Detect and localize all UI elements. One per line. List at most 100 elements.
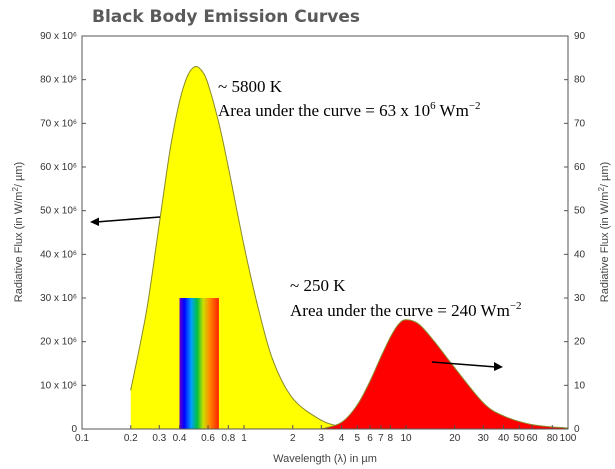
x-tick-label: 0.2: [124, 433, 138, 444]
x-tick-label: 20: [449, 433, 461, 444]
series-1-point: [482, 402, 484, 404]
x-tick-label: 4: [339, 433, 345, 444]
x-tick-label: 6: [367, 433, 373, 444]
series-0-point: [271, 358, 274, 360]
y-tick-label-right: 10: [574, 380, 586, 391]
series-0-line: [130, 65, 342, 428]
y-label-right-end: / µm): [599, 162, 611, 187]
earth-area-unit-exp: −2: [510, 300, 522, 312]
x-tick-label: 30: [478, 433, 490, 444]
series-1-point: [340, 421, 343, 423]
y-tick-label-left: 80 x 10⁶: [40, 75, 77, 86]
x-axis-label: Wavelength (λ) in µm: [273, 453, 377, 465]
x-tick-label: 2: [290, 433, 296, 444]
x-tick-label: 100: [560, 433, 577, 444]
y-label-right-sup: 2: [597, 187, 606, 192]
y-tick-label-right: 0: [574, 424, 580, 435]
sun-temperature-label: ~ 5800 K: [218, 77, 283, 96]
y-tick-label-left: 0: [71, 424, 77, 435]
y-tick-label-right: 60: [574, 162, 586, 173]
series-1-point: [454, 367, 456, 369]
axis-ticks: 0 0 10 x 10⁶ 10 20 x 10⁶ 20 30 x 10⁶ 30 40 x 10⁶…: [40, 31, 585, 444]
y-tick-label-left: 10 x 10⁶: [40, 380, 77, 391]
series-1-point: [433, 341, 436, 343]
series-1-point: [531, 424, 533, 426]
y-tick-label-left: 60 x 10⁶: [40, 162, 77, 173]
x-tick-label: 5: [354, 433, 360, 444]
y-tick-label-right: 30: [574, 293, 586, 304]
arrow-right: [431, 361, 503, 371]
series-0-point: [145, 310, 148, 312]
x-tick-label: 0.1: [75, 433, 89, 444]
x-tick-label: 60: [526, 433, 538, 444]
y-axis-label-right: Radiative Flux (in W/m2/ µm): [597, 162, 611, 302]
series-1-point: [418, 323, 420, 325]
x-tick-label: 10: [400, 433, 412, 444]
y-tick-label-left: 30 x 10⁶: [40, 293, 77, 304]
series-0-point: [169, 148, 171, 151]
sun-area-unit-exp: −2: [469, 100, 481, 112]
plot-frame: [81, 35, 569, 430]
series-0-point: [194, 66, 196, 68]
y-tick-label-right: 40: [574, 249, 586, 260]
series-1-point: [369, 380, 371, 382]
y-axis-label-left: Radiative Flux (in W/m2/ µm): [11, 162, 25, 302]
x-tick-label: 50: [514, 433, 526, 444]
x-tick-label: 0.3: [152, 433, 166, 444]
y-tick-label-left: 20 x 10⁶: [40, 337, 77, 348]
x-tick-label: 0.4: [173, 433, 187, 444]
x-tick-label: 0.6: [201, 433, 215, 444]
y-label-left-main: Radiative Flux (in W/m: [13, 192, 25, 303]
chart-title: Black Body Emission Curves: [92, 7, 360, 27]
series-0-point: [256, 301, 258, 303]
sun-area-text: Area under the curve = 63 x 10: [218, 101, 430, 120]
plot-area: [130, 65, 569, 430]
x-tick-label: 8: [388, 433, 394, 444]
series-1-point: [389, 336, 391, 338]
series-0-point: [320, 419, 322, 421]
x-tick-label: 3: [319, 433, 325, 444]
arrow-left: [90, 216, 161, 226]
y-label-right-main: Radiative Flux (in W/m: [599, 192, 611, 303]
y-tick-label-right: 50: [574, 206, 586, 217]
series-0-point: [227, 166, 229, 168]
y-label-left-sup: 2: [11, 187, 20, 192]
y-tick-label-right: 90: [574, 31, 586, 42]
x-tick-label: 1: [241, 433, 247, 444]
sun-area-unit: Wm: [436, 101, 469, 120]
y-tick-label-left: 50 x 10⁶: [40, 206, 77, 217]
series-1-point: [398, 323, 400, 325]
series-0-point: [243, 245, 245, 247]
sun-area-label: Area under the curve = 63 x 106 Wm−2: [218, 100, 481, 120]
series-0-area: [130, 66, 342, 429]
series-1-area: [321, 319, 568, 429]
series-1-point: [405, 319, 407, 321]
series-1-point: [356, 404, 358, 406]
y-tick-label-left: 40 x 10⁶: [40, 249, 77, 260]
y-label-left-end: / µm): [13, 162, 25, 187]
x-tick-label: 80: [547, 433, 559, 444]
y-tick-label-right: 20: [574, 337, 586, 348]
y-tick-label-left: 70 x 10⁶: [40, 118, 77, 129]
x-tick-label: 40: [498, 433, 510, 444]
series-0-point: [292, 397, 294, 399]
sun-area-exp: 6: [430, 100, 436, 112]
series-0-point: [207, 83, 209, 85]
series-0-point: [130, 389, 132, 391]
x-tick-label: 7: [378, 433, 384, 444]
x-tick-label: 0.8: [221, 433, 235, 444]
series-0-point: [158, 223, 160, 225]
series-0-point: [201, 70, 203, 72]
visible-spectrum-band: [179, 298, 219, 429]
earth-area-label: Area under the curve = 240 Wm−2: [290, 300, 522, 320]
series-0-point: [178, 100, 181, 103]
earth-area-text: Area under the curve = 240 Wm: [290, 301, 510, 320]
series-1-point: [380, 356, 382, 358]
y-tick-label-right: 70: [574, 118, 586, 129]
earth-temperature-label: ~ 250 K: [290, 276, 346, 295]
y-tick-label-left: 90 x 10⁶: [40, 31, 77, 42]
series-0-point: [218, 122, 220, 124]
y-tick-label-right: 80: [574, 75, 586, 86]
series-1-point: [502, 415, 505, 417]
